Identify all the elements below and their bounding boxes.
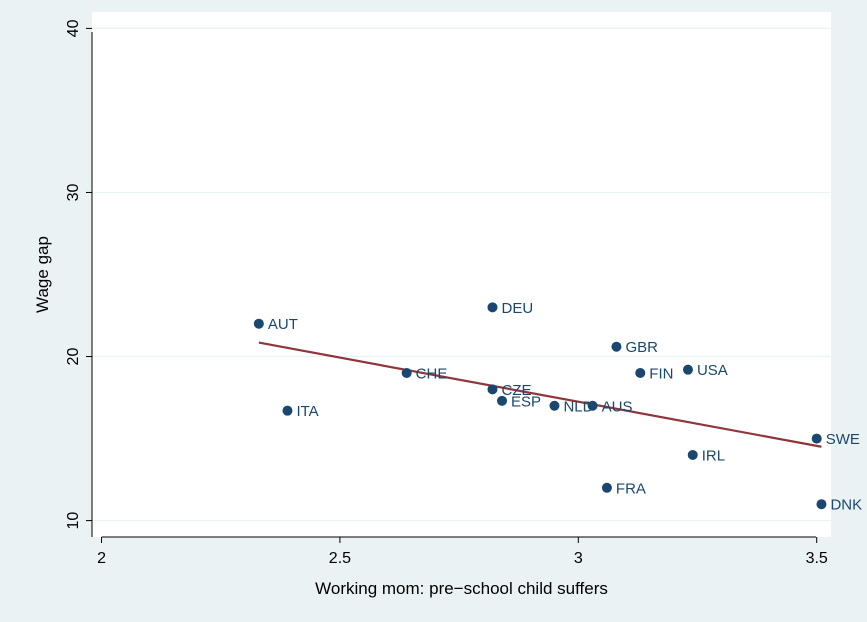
point-cze <box>487 384 498 395</box>
point-fin <box>635 367 646 378</box>
fit-line-group <box>258 341 822 448</box>
y-tick-label: 40 <box>65 19 82 37</box>
y-tick-label: 10 <box>65 512 82 530</box>
axes: 10 20 30 40 2 2.5 3 3.5 <box>65 19 828 567</box>
point-irl <box>687 449 698 460</box>
x-axis-title: Working mom: pre−school child suffers <box>315 579 608 598</box>
point-fra <box>601 482 612 493</box>
point-aus <box>587 400 598 411</box>
point-dnk <box>816 499 827 510</box>
grid-lines <box>92 27 831 522</box>
point-label-esp: ESP <box>511 393 541 410</box>
point-label-aus: AUS <box>602 398 633 415</box>
point-label-che: CHE <box>416 365 448 382</box>
point-usa <box>682 364 693 375</box>
x-tick-label: 2 <box>97 550 106 567</box>
point-label-fin: FIN <box>649 365 673 382</box>
point-deu <box>487 302 498 313</box>
y-axis-title: Wage gap <box>33 236 52 313</box>
point-nld <box>549 400 560 411</box>
point-che <box>401 367 412 378</box>
x-tick-label: 2.5 <box>329 550 351 567</box>
point-aut <box>253 318 264 329</box>
point-gbr <box>611 341 622 352</box>
point-ita <box>282 405 293 416</box>
point-label-nld: NLD <box>563 398 593 415</box>
point-label-gbr: GBR <box>625 339 658 356</box>
point-swe <box>811 433 822 444</box>
plot-area <box>92 12 831 537</box>
fit-line <box>258 341 822 448</box>
point-label-cze: CZE <box>501 382 531 399</box>
point-label-ita: ITA <box>296 403 318 420</box>
y-tick-label: 30 <box>65 183 82 201</box>
y-tick-label: 20 <box>65 348 82 366</box>
x-tick-label: 3 <box>574 550 583 567</box>
x-tick-label: 3.5 <box>806 550 828 567</box>
point-label-irl: IRL <box>702 447 725 464</box>
point-label-deu: DEU <box>501 300 533 317</box>
point-label-fra: FRA <box>616 480 646 497</box>
point-label-swe: SWE <box>826 431 860 448</box>
point-label-dnk: DNK <box>830 497 862 514</box>
point-label-usa: USA <box>697 362 728 379</box>
point-esp <box>497 395 508 406</box>
point-label-aut: AUT <box>268 316 298 333</box>
